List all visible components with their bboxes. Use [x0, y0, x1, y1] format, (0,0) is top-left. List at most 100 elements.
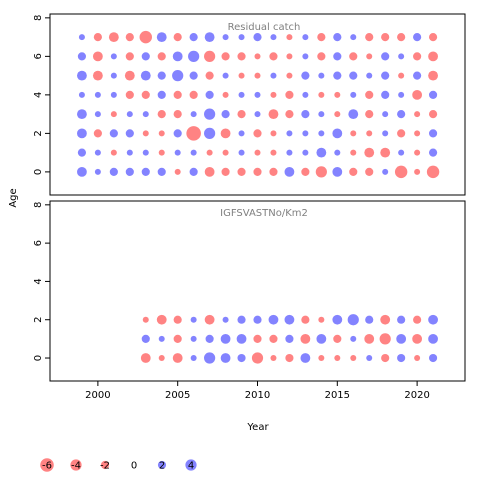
x-axis: 2000 2005 2010 2015 2020: [85, 381, 430, 401]
bubble-point: [110, 111, 117, 118]
bubble-point: [141, 167, 150, 176]
bubble-point: [428, 70, 438, 81]
bubble-point: [286, 130, 293, 137]
y-tick-label: 4: [33, 92, 44, 98]
bubble-point: [158, 130, 165, 137]
legend-label: -4: [71, 461, 81, 472]
bubble-point: [125, 52, 134, 61]
bubble-point: [348, 109, 359, 120]
bubble-point: [174, 168, 181, 175]
bubble-point: [365, 315, 374, 324]
bubble-point: [270, 130, 277, 137]
bubble-point: [302, 91, 309, 98]
bubble-point: [364, 147, 375, 158]
bubble-point: [205, 71, 214, 80]
y-tick-label: 6: [33, 240, 44, 246]
bubble-point: [157, 71, 166, 80]
bubble-point: [238, 130, 245, 137]
bubble-point: [429, 33, 438, 42]
bubble-point: [334, 355, 341, 362]
bubble-point: [379, 333, 391, 345]
bubble-point: [366, 53, 373, 60]
bubble-point: [142, 130, 149, 137]
bubble-point: [285, 110, 294, 119]
bubble-point: [139, 30, 152, 44]
bubble-point: [270, 355, 277, 362]
y-tick-label: 4: [33, 278, 44, 284]
legend-bubble: [40, 458, 54, 472]
bubble-point: [382, 111, 389, 118]
bubble-point: [350, 130, 357, 137]
bubble-point: [366, 355, 373, 362]
bubble-point: [334, 91, 341, 98]
bubble-point: [190, 149, 197, 156]
bubble-point: [237, 52, 246, 61]
bubble-point: [350, 34, 357, 41]
legend-label: 2: [159, 461, 165, 472]
bubble-point: [318, 316, 325, 323]
bubble-point: [269, 52, 278, 61]
bubble-point: [349, 167, 358, 176]
bubble-point: [398, 72, 405, 79]
bubble-point: [222, 34, 229, 41]
bubble-point: [238, 91, 245, 98]
bubble-point: [347, 314, 359, 326]
bubble-point: [269, 167, 278, 176]
bubble-point: [318, 355, 325, 362]
bubble-point: [204, 352, 216, 364]
bubble-point: [110, 72, 117, 79]
bubble-point: [190, 111, 197, 118]
bubble-point: [174, 149, 181, 156]
bubble-point: [268, 314, 279, 325]
bubble-point: [253, 315, 262, 324]
bubble-point: [302, 53, 309, 60]
bubble-point: [270, 149, 277, 156]
bubble-point: [204, 314, 215, 325]
bubble-point: [173, 90, 182, 99]
bubble-point: [334, 149, 341, 156]
bubble-point: [189, 71, 198, 80]
bubble-point: [220, 128, 231, 139]
x-tick-label: 2010: [245, 390, 270, 401]
bubble-point: [204, 50, 216, 62]
bubble-point: [414, 355, 421, 362]
bubble-point: [333, 334, 342, 343]
bubble-point: [204, 166, 215, 177]
bubble-point: [204, 127, 216, 139]
bubble-point: [220, 353, 231, 363]
legend-bubble: [185, 459, 197, 471]
bubble-point: [285, 334, 294, 343]
bubble-point: [186, 126, 201, 141]
bubble-point: [173, 315, 182, 324]
bubble-point: [300, 333, 311, 344]
legend-bubble: [157, 460, 167, 470]
bubble-point: [301, 110, 310, 119]
bubble-point: [394, 165, 408, 179]
bubble-point: [190, 316, 197, 323]
y-tick-label: 8: [33, 202, 44, 208]
bubble-point: [253, 33, 262, 42]
bubble-point: [251, 352, 264, 364]
bubble-point: [126, 111, 133, 118]
bubble-point: [110, 149, 117, 156]
bubble-point: [204, 32, 215, 43]
bubble-point: [205, 334, 214, 343]
bubble-point: [350, 149, 357, 156]
bubble-point: [428, 333, 438, 344]
bubble-point: [142, 149, 149, 156]
bubble-point: [286, 53, 293, 60]
bubble-point: [94, 111, 101, 118]
bubble-point: [94, 149, 101, 156]
x-tick-label: 2015: [325, 390, 350, 401]
bubble-point: [173, 33, 182, 42]
panel-frame: [49, 13, 466, 196]
bubble-point: [254, 149, 261, 156]
bubble-point: [222, 149, 229, 156]
bubble-point: [381, 52, 390, 61]
bubble-point: [238, 34, 245, 41]
bubble-point: [125, 90, 134, 99]
bubble-point: [380, 147, 391, 158]
bubble-point: [429, 129, 438, 138]
bubble-point: [204, 108, 216, 120]
bubble-point: [221, 52, 230, 61]
